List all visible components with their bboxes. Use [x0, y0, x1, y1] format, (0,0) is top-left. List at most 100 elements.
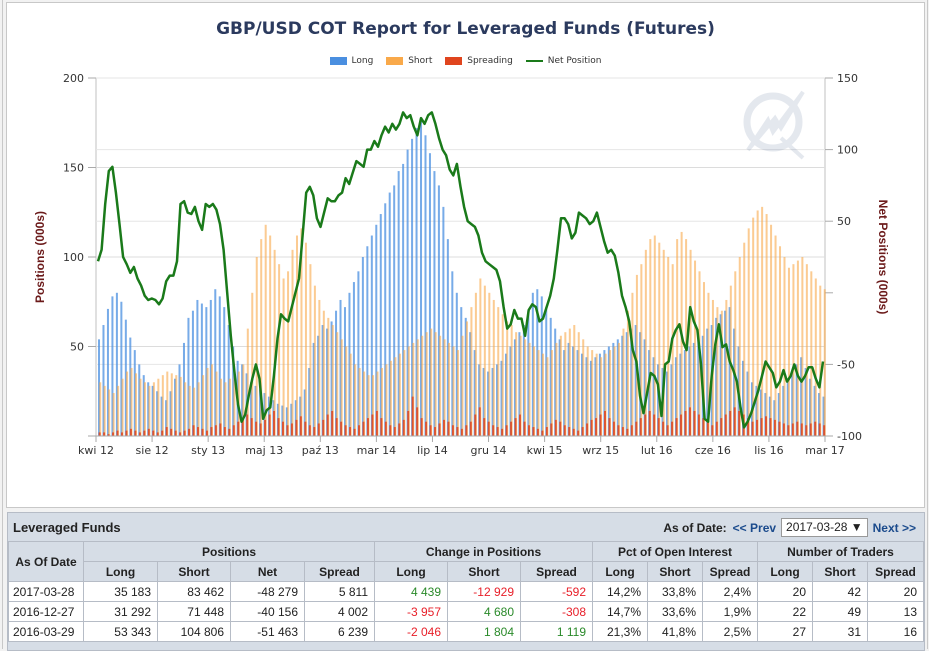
bar-long [241, 364, 244, 436]
bar-long [129, 337, 132, 436]
bar-short [537, 350, 540, 436]
bar-spreading [702, 418, 705, 436]
bar-spreading [398, 423, 401, 436]
bar-long [733, 328, 736, 436]
bar-long [545, 307, 548, 436]
bar-long [428, 153, 431, 436]
cell-chg-spread: -592 [520, 581, 593, 602]
col-positions-long[interactable]: Long [83, 561, 158, 582]
cell-pos-net: -40 156 [230, 601, 305, 622]
bar-long [285, 407, 288, 436]
bar-long [818, 393, 821, 436]
col-positions-short[interactable]: Short [157, 561, 231, 582]
bar-short [613, 346, 616, 436]
bar-spreading [572, 428, 575, 436]
col-pct-spread[interactable]: Spread [702, 561, 758, 582]
y2-tick-label: -100 [837, 430, 862, 443]
bar-short [188, 385, 191, 436]
cell-pct-spread: 1,9% [702, 601, 758, 622]
cot-table: As Of Date Positions Change in Positions… [8, 541, 924, 642]
bar-short [291, 249, 294, 436]
bar-long [513, 339, 516, 436]
bar-short [322, 310, 325, 436]
bar-short [193, 387, 196, 436]
bar-spreading [250, 418, 253, 436]
legend-item-spreading[interactable]: Spreading [445, 56, 513, 66]
group-pct-open-interest: Pct of Open Interest [592, 541, 758, 562]
bar-spreading [335, 418, 338, 436]
bar-long [563, 350, 566, 436]
bar-long [670, 364, 673, 436]
bar-spreading [778, 421, 781, 436]
col-traders-short[interactable]: Short [812, 561, 868, 582]
bar-long [500, 360, 503, 436]
bar-long [393, 185, 396, 436]
bar-spreading [545, 427, 548, 436]
legend-item-short[interactable]: Short [386, 56, 432, 66]
bar-spreading [586, 423, 589, 436]
bar-spreading [442, 419, 445, 436]
bar-short [725, 299, 728, 436]
bar-short [810, 271, 813, 436]
bar-short [376, 371, 379, 436]
bar-short [224, 382, 227, 436]
bar-spreading [237, 421, 240, 436]
bar-spreading [138, 432, 141, 436]
bar-spreading [420, 418, 423, 436]
bar-short [796, 260, 799, 436]
bar-long [777, 393, 780, 436]
date-select[interactable]: 2017-03-28 ▼ [781, 518, 868, 537]
x-tick-label: cze 16 [695, 444, 731, 457]
col-change-short[interactable]: Short [447, 561, 521, 582]
bar-long [724, 310, 727, 436]
bar-short [318, 299, 321, 436]
cell-date: 2016-03-29 [8, 621, 84, 642]
bar-spreading [411, 396, 414, 436]
bar-spreading [295, 419, 298, 436]
bar-short [747, 228, 750, 436]
bar-long [388, 192, 391, 436]
bar-long [335, 310, 338, 436]
bar-long [124, 319, 127, 436]
bar-long [612, 342, 615, 436]
bar-short [685, 239, 688, 436]
col-change-spread[interactable]: Spread [520, 561, 593, 582]
y2-tick-label: 100 [837, 144, 858, 157]
bar-long [464, 317, 467, 436]
col-positions-spread[interactable]: Spread [304, 561, 375, 582]
bar-short [515, 332, 518, 436]
bar-spreading [384, 421, 387, 436]
bar-spreading [429, 425, 432, 436]
col-pct-short[interactable]: Short [647, 561, 703, 582]
bar-long [151, 385, 154, 436]
col-traders-spread[interactable]: Spread [867, 561, 924, 582]
bar-short [349, 353, 352, 436]
legend-item-net-position[interactable]: Net Position [525, 56, 601, 66]
bar-long [603, 350, 606, 436]
bar-short [738, 257, 741, 436]
col-as-of-date[interactable]: As Of Date [8, 541, 84, 582]
col-positions-net[interactable]: Net [230, 561, 305, 582]
bar-spreading [393, 427, 396, 436]
prev-button[interactable]: << Prev [732, 520, 777, 535]
bar-short [166, 371, 169, 436]
x-tick-label: sie 12 [136, 444, 169, 457]
bar-spreading [156, 432, 159, 436]
bar-long [683, 350, 686, 436]
y2-tick-label: 150 [837, 72, 858, 85]
col-change-long[interactable]: Long [374, 561, 448, 582]
bar-spreading [259, 423, 262, 436]
bar-long [558, 339, 561, 436]
bar-short [269, 235, 272, 436]
legend-item-long[interactable]: Long [329, 56, 373, 66]
table-title: Leveraged Funds [13, 520, 121, 535]
bar-long [223, 307, 226, 436]
next-button[interactable]: Next >> [872, 520, 916, 535]
bar-short [694, 260, 697, 436]
col-traders-long[interactable]: Long [757, 561, 813, 582]
bar-spreading [590, 419, 593, 436]
bar-spreading [313, 427, 316, 436]
bar-long [209, 299, 212, 436]
bar-long [768, 396, 771, 436]
col-pct-long[interactable]: Long [592, 561, 648, 582]
